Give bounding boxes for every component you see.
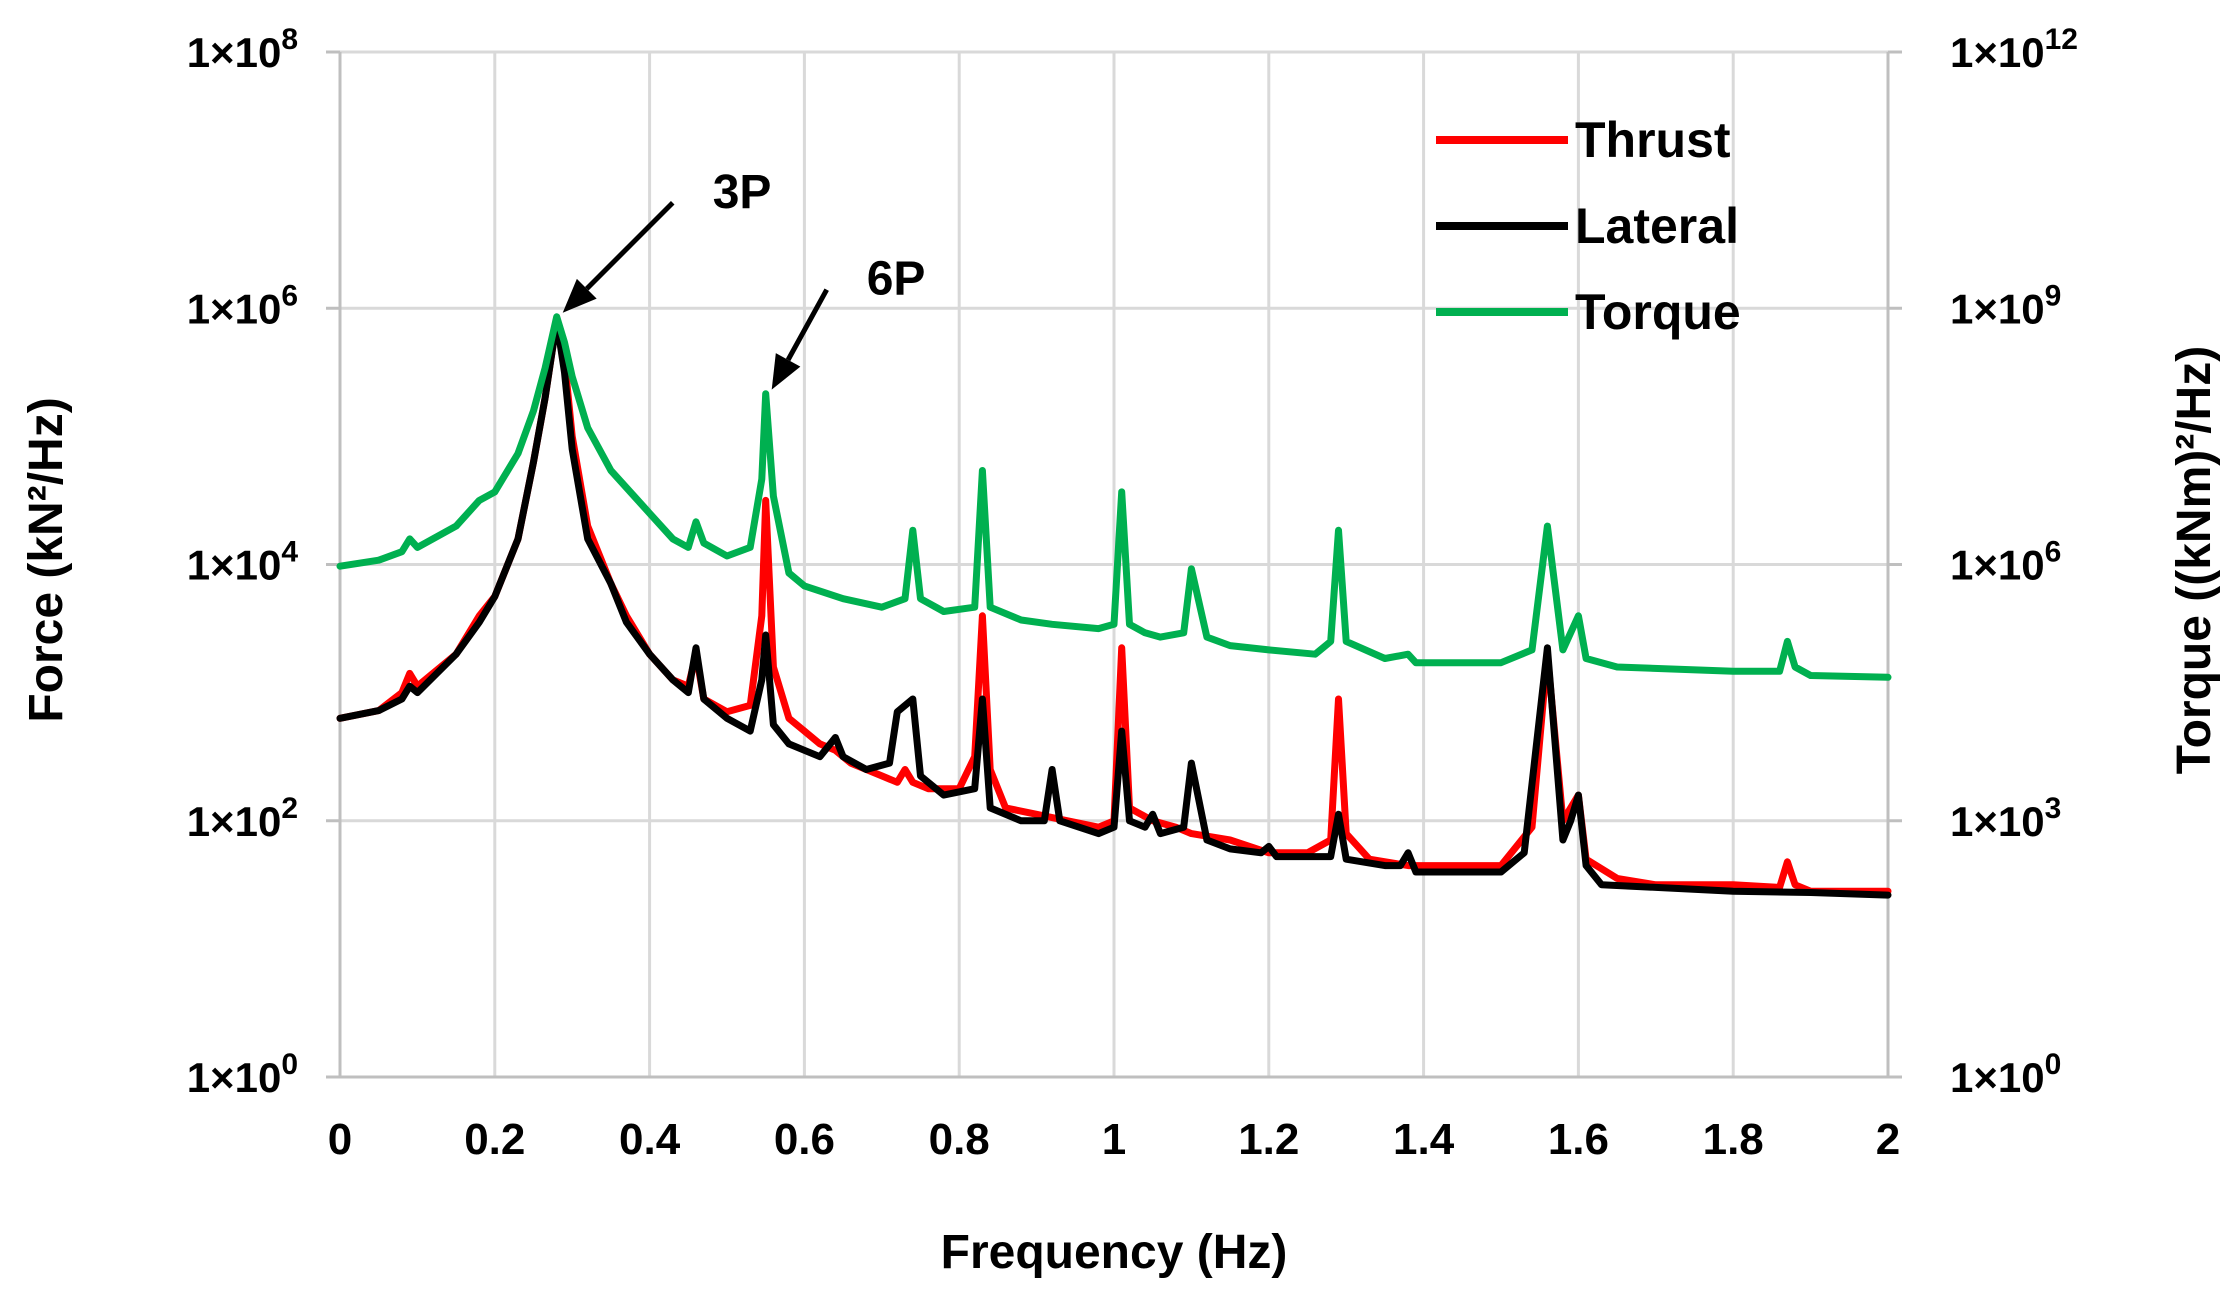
x-tick-label: 0.8 bbox=[929, 1115, 990, 1164]
y-axis-left-title: Force (kN²/Hz) bbox=[20, 397, 73, 722]
y-tick-label-right: 1×1012 bbox=[1950, 23, 2078, 76]
y-tick-label-left: 1×108 bbox=[187, 23, 298, 76]
annotations: 3P 6P bbox=[562, 166, 926, 390]
annotation-label: 3P bbox=[713, 166, 772, 219]
y-tick-label-left: 1×106 bbox=[187, 279, 298, 332]
series-line-torque bbox=[336, 313, 1892, 681]
annotation-arrow-shaft bbox=[785, 288, 829, 362]
legend-label-thrust: Thrust bbox=[1575, 112, 1731, 168]
series-line-lateral bbox=[336, 317, 1892, 899]
y-axis-right-title: Torque ((kNm)²/Hz) bbox=[2168, 346, 2221, 774]
annotation-arrow-shaft bbox=[584, 201, 675, 291]
series-group bbox=[336, 313, 1892, 899]
tick-labels: 0 0.2 0.4 0.6 0.8 1 1.2 1.4 1.6 1.8 2 1×108 1×106 1×1… bbox=[187, 23, 2078, 1164]
annotation-arrow-head bbox=[771, 353, 801, 390]
x-tick-label: 0.2 bbox=[464, 1115, 525, 1164]
legend-label-lateral: Lateral bbox=[1575, 198, 1739, 254]
y-tick-label-right: 1×106 bbox=[1950, 536, 2061, 589]
annotation-arrow-head bbox=[562, 278, 597, 313]
y-tick-label-left: 1×104 bbox=[187, 536, 299, 589]
y-tick-label-right: 1×109 bbox=[1950, 279, 2061, 332]
x-axis-title: Frequency (Hz) bbox=[941, 1226, 1288, 1279]
x-tick-label: 1.8 bbox=[1703, 1115, 1764, 1164]
x-tick-label: 0 bbox=[328, 1115, 352, 1164]
legend-label-torque: Torque bbox=[1575, 284, 1741, 340]
y-tick-label-left: 1×100 bbox=[187, 1048, 298, 1101]
x-tick-label: 1.4 bbox=[1393, 1115, 1455, 1164]
x-tick-label: 1.2 bbox=[1238, 1115, 1299, 1164]
y-tick-label-left: 1×102 bbox=[187, 792, 298, 845]
legend: Thrust Lateral Torque bbox=[1436, 112, 1741, 340]
x-tick-label: 1.6 bbox=[1548, 1115, 1609, 1164]
x-tick-label: 1 bbox=[1102, 1115, 1126, 1164]
y-tick-label-right: 1×103 bbox=[1950, 792, 2061, 845]
x-tick-label: 2 bbox=[1876, 1115, 1900, 1164]
x-tick-label: 0.6 bbox=[774, 1115, 835, 1164]
y-tick-label-right: 1×100 bbox=[1950, 1048, 2061, 1101]
annotation-label: 6P bbox=[867, 253, 926, 306]
x-tick-label: 0.4 bbox=[619, 1115, 681, 1164]
